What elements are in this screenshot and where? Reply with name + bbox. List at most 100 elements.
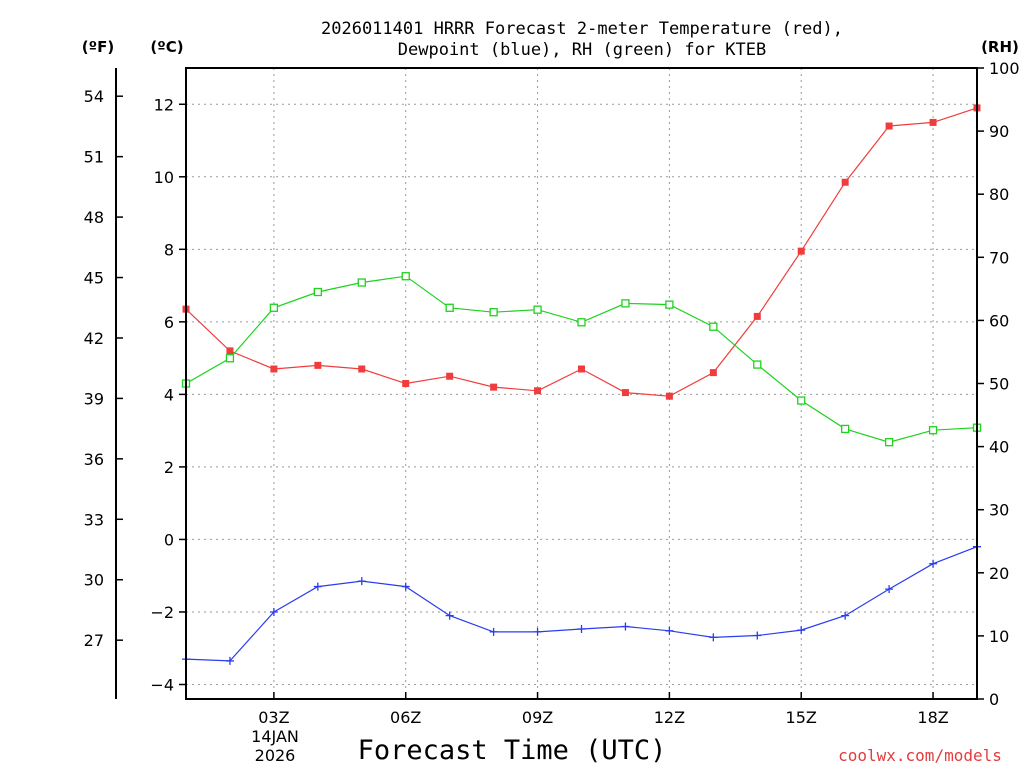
celsius-unit-label: (ºC)	[150, 38, 183, 56]
x-tick-03Z: 03Z	[258, 708, 289, 727]
celsius-tick--2: −2	[150, 603, 174, 622]
rh-point-2	[225, 354, 235, 363]
rh-point-6	[401, 272, 410, 281]
temperature-point-2	[226, 347, 234, 355]
temperature-point-16	[841, 178, 849, 186]
rh-point-11	[621, 299, 630, 308]
rh-unit-label: (RH)	[981, 38, 1019, 56]
chart-title-line1: 2026011401 HRRR Forecast 2-meter Tempera…	[321, 19, 843, 39]
dewpoint-point-14	[753, 631, 762, 640]
temperature-point-4	[314, 361, 322, 369]
fahrenheit-tick-33: 33	[84, 510, 104, 529]
rh-tick-40: 40	[989, 438, 1009, 457]
rh-point-12	[665, 300, 674, 309]
rh-point-3	[269, 303, 279, 312]
dewpoint-point-6	[401, 582, 410, 591]
chart-title-line2: Dewpoint (blue), RH (green) for KTEB	[398, 40, 766, 60]
axis-ticks: −4 −2 0 2 4 6 8 10 12 27 30 33 36 39 42 45 48 51 54 0 10 20 30…	[84, 59, 1020, 727]
dewpoint-point-2	[225, 656, 234, 665]
rh-point-4	[313, 287, 322, 297]
rh-point-8	[489, 308, 498, 317]
dewpoint-point-13	[709, 633, 718, 642]
rh-tick-10: 10	[989, 627, 1009, 646]
dewpoint-point-3	[269, 607, 278, 616]
dewpoint-point-10	[577, 625, 586, 634]
rh-tick-90: 90	[989, 122, 1009, 141]
grid-lines	[186, 68, 977, 699]
dewpoint-point-7	[445, 611, 454, 620]
dewpoint-point-18	[929, 559, 938, 568]
dewpoint-point-9	[533, 627, 542, 636]
x-tick-09Z: 09Z	[522, 708, 553, 727]
temperature-point-15	[797, 247, 805, 255]
dewpoint-point-11	[621, 622, 630, 631]
fahrenheit-tick-30: 30	[84, 571, 104, 590]
rh-point-7	[445, 303, 454, 312]
celsius-tick-8: 8	[164, 240, 174, 259]
temperature-point-13	[709, 369, 717, 377]
rh-point-17	[884, 438, 894, 447]
celsius-tick-4: 4	[164, 385, 174, 404]
fahrenheit-tick-51: 51	[84, 148, 104, 167]
rh-point-15	[797, 396, 806, 405]
temperature-point-14	[753, 312, 761, 320]
rh-tick-30: 30	[989, 501, 1009, 520]
rh-point-5	[357, 278, 366, 287]
x-tick-12Z: 12Z	[654, 708, 685, 727]
rh-tick-20: 20	[989, 564, 1009, 583]
celsius-tick-6: 6	[164, 313, 174, 332]
fahrenheit-tick-42: 42	[84, 329, 104, 348]
rh-tick-70: 70	[989, 248, 1009, 267]
fahrenheit-tick-54: 54	[84, 87, 104, 106]
rh-tick-80: 80	[989, 185, 1009, 204]
celsius-tick--4: −4	[150, 675, 174, 694]
fahrenheit-tick-45: 45	[84, 269, 104, 288]
x-tick-15Z: 15Z	[786, 708, 817, 727]
dewpoint-point-16	[841, 611, 850, 620]
rh-point-13	[709, 322, 718, 331]
rh-point-9	[533, 305, 542, 314]
rh-point-14	[753, 360, 762, 369]
rh-tick-60: 60	[989, 311, 1009, 330]
temperature-point-3	[270, 365, 278, 373]
celsius-tick-10: 10	[154, 168, 174, 187]
fahrenheit-tick-48: 48	[84, 208, 104, 227]
temperature-point-5	[358, 365, 366, 373]
x-axis-label: Forecast Time (UTC)	[358, 735, 667, 766]
dewpoint-point-15	[797, 626, 806, 635]
date-label-day: 14JAN	[251, 727, 299, 746]
dewpoint-point-12	[665, 626, 674, 635]
fahrenheit-tick-39: 39	[84, 389, 104, 408]
date-label-year: 2026	[255, 746, 296, 765]
dewpoint-series-line	[185, 546, 978, 662]
credit-label: coolwx.com/models	[838, 746, 1002, 765]
fahrenheit-tick-27: 27	[84, 631, 104, 650]
rh-point-16	[841, 424, 850, 434]
temperature-point-17	[885, 122, 893, 130]
plot-frame	[115, 67, 978, 700]
temperature-point-12	[665, 392, 673, 400]
series-layer	[181, 104, 982, 665]
rh-point-18	[928, 426, 938, 435]
rh-tick-100: 100	[989, 59, 1020, 78]
dewpoint-point-17	[885, 585, 894, 594]
dewpoint-point-5	[357, 577, 366, 586]
temperature-point-8	[490, 383, 498, 391]
temperature-point-6	[402, 380, 410, 387]
x-tick-18Z: 18Z	[917, 708, 948, 727]
temperature-point-10	[578, 365, 585, 373]
temperature-point-9	[534, 387, 542, 395]
fahrenheit-tick-36: 36	[84, 450, 104, 469]
dewpoint-point-8	[489, 627, 498, 636]
rh-tick-0: 0	[989, 690, 999, 709]
temperature-series-line	[185, 107, 978, 397]
plot-border	[185, 67, 978, 700]
celsius-tick-12: 12	[154, 95, 174, 114]
celsius-tick-2: 2	[164, 458, 174, 477]
temperature-point-11	[621, 389, 629, 397]
rh-point-10	[577, 318, 586, 327]
celsius-tick-0: 0	[164, 530, 174, 549]
dewpoint-point-4	[313, 582, 322, 591]
rh-tick-50: 50	[989, 375, 1009, 394]
